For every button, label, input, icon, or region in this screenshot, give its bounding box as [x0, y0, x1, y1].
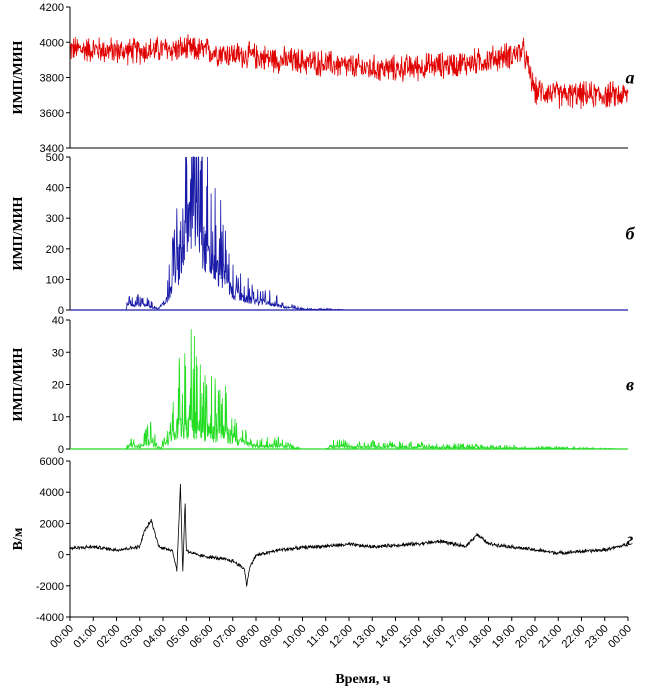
x-tick-label: 11:00	[304, 623, 331, 650]
x-tick-label: 16:00	[420, 623, 448, 651]
x-tick-label: 21:00	[536, 623, 564, 651]
y-tick-label: 200	[46, 244, 64, 256]
x-tick-label: 08:00	[234, 623, 262, 651]
panel-3: 0 10 20 30 40 ИМП/МИН в	[11, 315, 634, 456]
x-tick-label: 12:00	[327, 623, 355, 651]
y-tick-label: 40	[52, 315, 64, 327]
x-tick-label: 17:00	[443, 623, 471, 651]
y-tick-label: 20	[52, 380, 64, 392]
y-tick-label: 4000	[40, 37, 64, 49]
y-tick-label: 6000	[40, 456, 64, 468]
panel-label: а	[626, 68, 635, 88]
x-tick-label: 03:00	[118, 623, 146, 651]
x-tick-label: 22:00	[560, 623, 588, 651]
panel-label: в	[626, 375, 634, 395]
y-tick-label: 400	[46, 183, 64, 195]
y-tick-label: 0	[58, 550, 64, 562]
x-tick-label: 00:00	[606, 623, 634, 651]
x-tick-label: 02:00	[95, 623, 123, 651]
series-line	[69, 483, 629, 588]
x-tick-label: 23:00	[583, 623, 611, 651]
x-tick-label: 15:00	[397, 623, 425, 651]
x-tick-label: 18:00	[467, 623, 495, 651]
series-line	[70, 156, 628, 311]
y-tick-label: 4200	[40, 2, 64, 14]
panel-2: 0 100 200 300 400 500 ИМП/МИН б	[11, 152, 636, 317]
x-tick-label: 00:00	[48, 623, 76, 651]
y-axis-label: В/м	[11, 527, 26, 550]
x-tick-label: 10:00	[281, 623, 309, 651]
y-tick-label: 10	[52, 412, 64, 424]
y-tick-label: 500	[46, 152, 64, 164]
y-tick-label: 3600	[40, 108, 64, 120]
y-tick-label: 3800	[40, 73, 64, 85]
x-axis: 00:0001:0002:0003:0004:0005:0006:0007:00…	[48, 617, 634, 651]
x-tick-label: 14:00	[374, 623, 402, 651]
y-tick-label: 100	[46, 274, 64, 286]
y-tick-label: 300	[46, 213, 64, 225]
y-tick-label: -4000	[36, 612, 64, 624]
x-tick-label: 05:00	[164, 623, 192, 651]
series-line	[70, 328, 628, 451]
x-tick-label: 19:00	[490, 623, 518, 651]
x-tick-label: 06:00	[188, 623, 216, 651]
x-tick-label: 20:00	[513, 623, 541, 651]
y-tick-label: 0	[58, 444, 64, 456]
series-line	[69, 34, 629, 110]
y-axis-label: ИМП/МИН	[11, 196, 26, 270]
y-tick-label: 2000	[40, 518, 64, 530]
y-axis-label: ИМП/МИН	[11, 40, 26, 114]
panel-1: 3400 3600 3800 4000 4200 ИМП/МИН а	[11, 2, 635, 155]
y-tick-label: -2000	[36, 581, 64, 593]
panel-4: -4000 -2000 0 2000 4000 6000 В/м г	[11, 456, 634, 624]
x-tick-label: 07:00	[211, 623, 239, 651]
y-tick-label: 0	[58, 305, 64, 317]
y-tick-label: 3400	[40, 143, 64, 155]
x-tick-label: 09:00	[257, 623, 285, 651]
x-axis-label: Время, ч	[335, 672, 390, 687]
x-tick-label: 04:00	[141, 623, 169, 651]
x-tick-label: 13:00	[350, 623, 378, 651]
panel-label: б	[626, 224, 636, 244]
x-tick-label: 01:00	[71, 623, 99, 651]
y-tick-label: 30	[52, 347, 64, 359]
panel-label: г	[627, 529, 634, 549]
y-axis-label: ИМП/МИН	[11, 347, 26, 421]
y-tick-label: 4000	[40, 487, 64, 499]
